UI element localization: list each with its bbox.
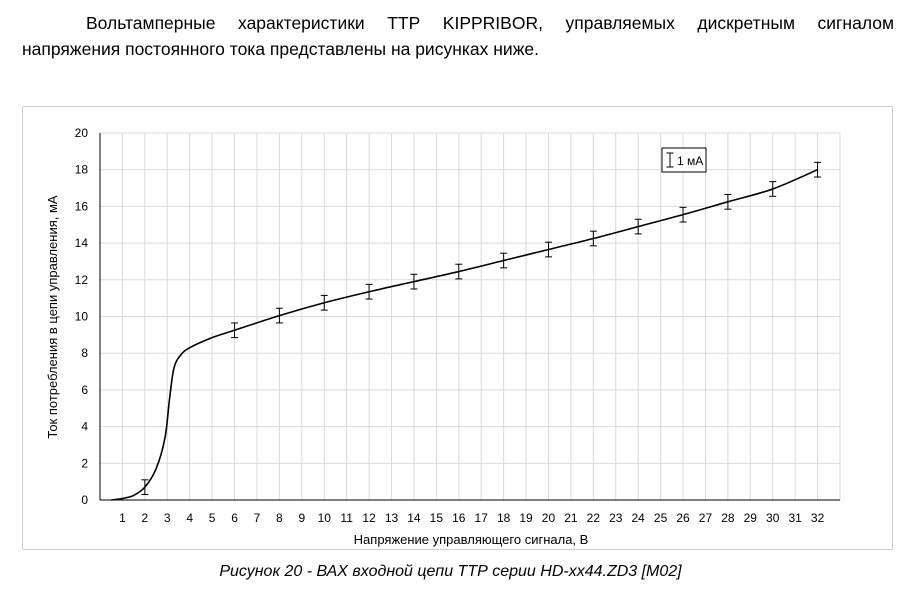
x-tick-label: 3 (164, 511, 171, 525)
x-tick-label: 12 (362, 511, 376, 525)
x-tick-label: 5 (209, 511, 216, 525)
vac-chart: 1 2 3 4 5 6 7 8 9 10 11 12 13 14 15 16 17 18 19 20 21 22 23 24 2… (45, 126, 841, 547)
intro-line-1: Вольтамперные характеристики ТТР KIPPRIB… (86, 13, 894, 33)
error-bar (724, 193, 732, 210)
x-tick-label: 17 (475, 511, 489, 525)
x-tick-label: 11 (340, 511, 353, 525)
figure-caption: Рисунок 20 - ВАХ входной цепи ТТР серии … (219, 563, 682, 580)
x-tick-label: 9 (298, 511, 305, 525)
y-tick-label: 0 (81, 493, 88, 507)
x-tick-label: 21 (564, 511, 578, 525)
error-bar (410, 273, 418, 290)
error-bar (634, 218, 642, 235)
x-tick-label: 13 (385, 511, 399, 525)
x-tick-label: 22 (587, 511, 601, 525)
y-tick-label: 16 (75, 199, 89, 213)
error-bar (544, 241, 552, 258)
series-line (111, 168, 818, 501)
legend-box (661, 147, 707, 173)
x-tick-label: 28 (721, 511, 735, 525)
chart-axes (99, 133, 840, 501)
intro-line-2: напряжения постоянного тока представлены… (22, 39, 540, 59)
error-bar (814, 161, 822, 178)
y-axis-label: Ток потребления в цепи управления, мА (45, 195, 60, 439)
error-bar (589, 230, 597, 247)
x-tick-label: 1 (119, 511, 126, 525)
x-tick-label: 25 (654, 511, 668, 525)
chart-grid (100, 132, 841, 500)
error-bar (275, 307, 283, 324)
x-tick-label: 30 (766, 511, 780, 525)
x-tick-label: 6 (231, 511, 238, 525)
y-tick-label: 2 (81, 456, 88, 470)
error-bar (320, 294, 328, 311)
x-tick-label: 26 (676, 511, 690, 525)
error-bar (231, 322, 239, 339)
error-bar (679, 206, 687, 223)
y-tick-label: 14 (75, 236, 89, 250)
x-tick-label: 31 (788, 511, 802, 525)
y-tick-label: 6 (81, 383, 88, 397)
x-tick-label: 27 (699, 511, 713, 525)
x-tick-label: 14 (407, 511, 421, 525)
y-tick-label: 10 (75, 310, 89, 324)
y-tick-label: 12 (75, 273, 89, 287)
x-tick-label: 24 (632, 511, 646, 525)
x-tick-label: 16 (452, 511, 466, 525)
chart-frame (22, 106, 893, 550)
error-bar (769, 181, 777, 197)
chart-tick-labels: 1 2 3 4 5 6 7 8 9 10 11 12 13 14 15 16 17 18 19 20 21 22 23 24 2… (75, 126, 825, 525)
x-axis-label: Напряжение управляющего сигнала, В (354, 532, 589, 547)
x-tick-label: 8 (276, 511, 283, 525)
error-bar (455, 263, 463, 280)
chart-legend: 1 мА (661, 147, 707, 173)
x-tick-label: 10 (318, 511, 332, 525)
intro-paragraph: Вольтамперные характеристики ТТР KIPPRIB… (22, 10, 894, 62)
legend-errorbar-icon (666, 152, 674, 168)
x-tick-label: 4 (186, 511, 193, 525)
x-tick-label: 19 (519, 511, 533, 525)
x-tick-label: 7 (254, 511, 261, 525)
legend-label: 1 мА (677, 154, 703, 168)
x-tick-label: 23 (609, 511, 623, 525)
chart-series (111, 161, 822, 501)
y-tick-label: 4 (81, 420, 88, 434)
x-tick-label: 15 (430, 511, 444, 525)
error-bar (141, 479, 149, 495)
x-tick-label: 29 (744, 511, 758, 525)
y-tick-label: 20 (75, 126, 89, 140)
x-tick-label: 32 (811, 511, 825, 525)
x-tick-label: 2 (142, 511, 149, 525)
x-tick-label: 18 (497, 511, 511, 525)
error-bar (500, 252, 508, 269)
error-bar (365, 283, 373, 300)
y-tick-label: 8 (81, 346, 88, 360)
y-tick-label: 18 (75, 163, 89, 177)
x-tick-label: 20 (542, 511, 556, 525)
